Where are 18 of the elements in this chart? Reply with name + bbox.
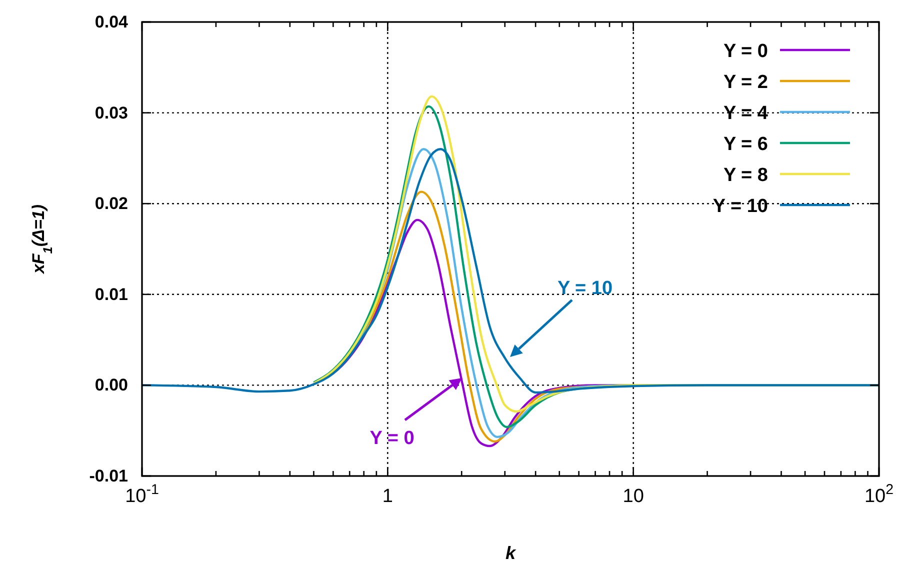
- legend-label: Y = 8: [723, 165, 768, 186]
- legend-label: Y = 6: [723, 134, 768, 155]
- legend-label: Y = 4: [723, 103, 768, 124]
- legend-label: Y = 2: [723, 72, 768, 93]
- y-tick-label: 0.03: [94, 103, 128, 122]
- x-tick-label: 1: [382, 486, 393, 507]
- y-tick-label: 0.01: [94, 284, 128, 304]
- annotation: Y = 0: [370, 428, 414, 449]
- legend-label: Y = 0: [723, 41, 768, 62]
- y-tick-label: 0.02: [94, 194, 128, 214]
- x-tick-label: 10$^{2}$: [864, 482, 894, 507]
- annotation: Y = 10: [557, 278, 613, 299]
- y-tick-label: 0.04: [94, 12, 129, 32]
- x-tick-label: 10: [622, 486, 644, 507]
- y-tick-label: 0.00: [94, 376, 128, 395]
- x-tick-label: 10$^{-1}$: [125, 482, 159, 507]
- x-axis-title: k: [505, 543, 516, 563]
- y-tick-label: -0.01: [89, 466, 128, 486]
